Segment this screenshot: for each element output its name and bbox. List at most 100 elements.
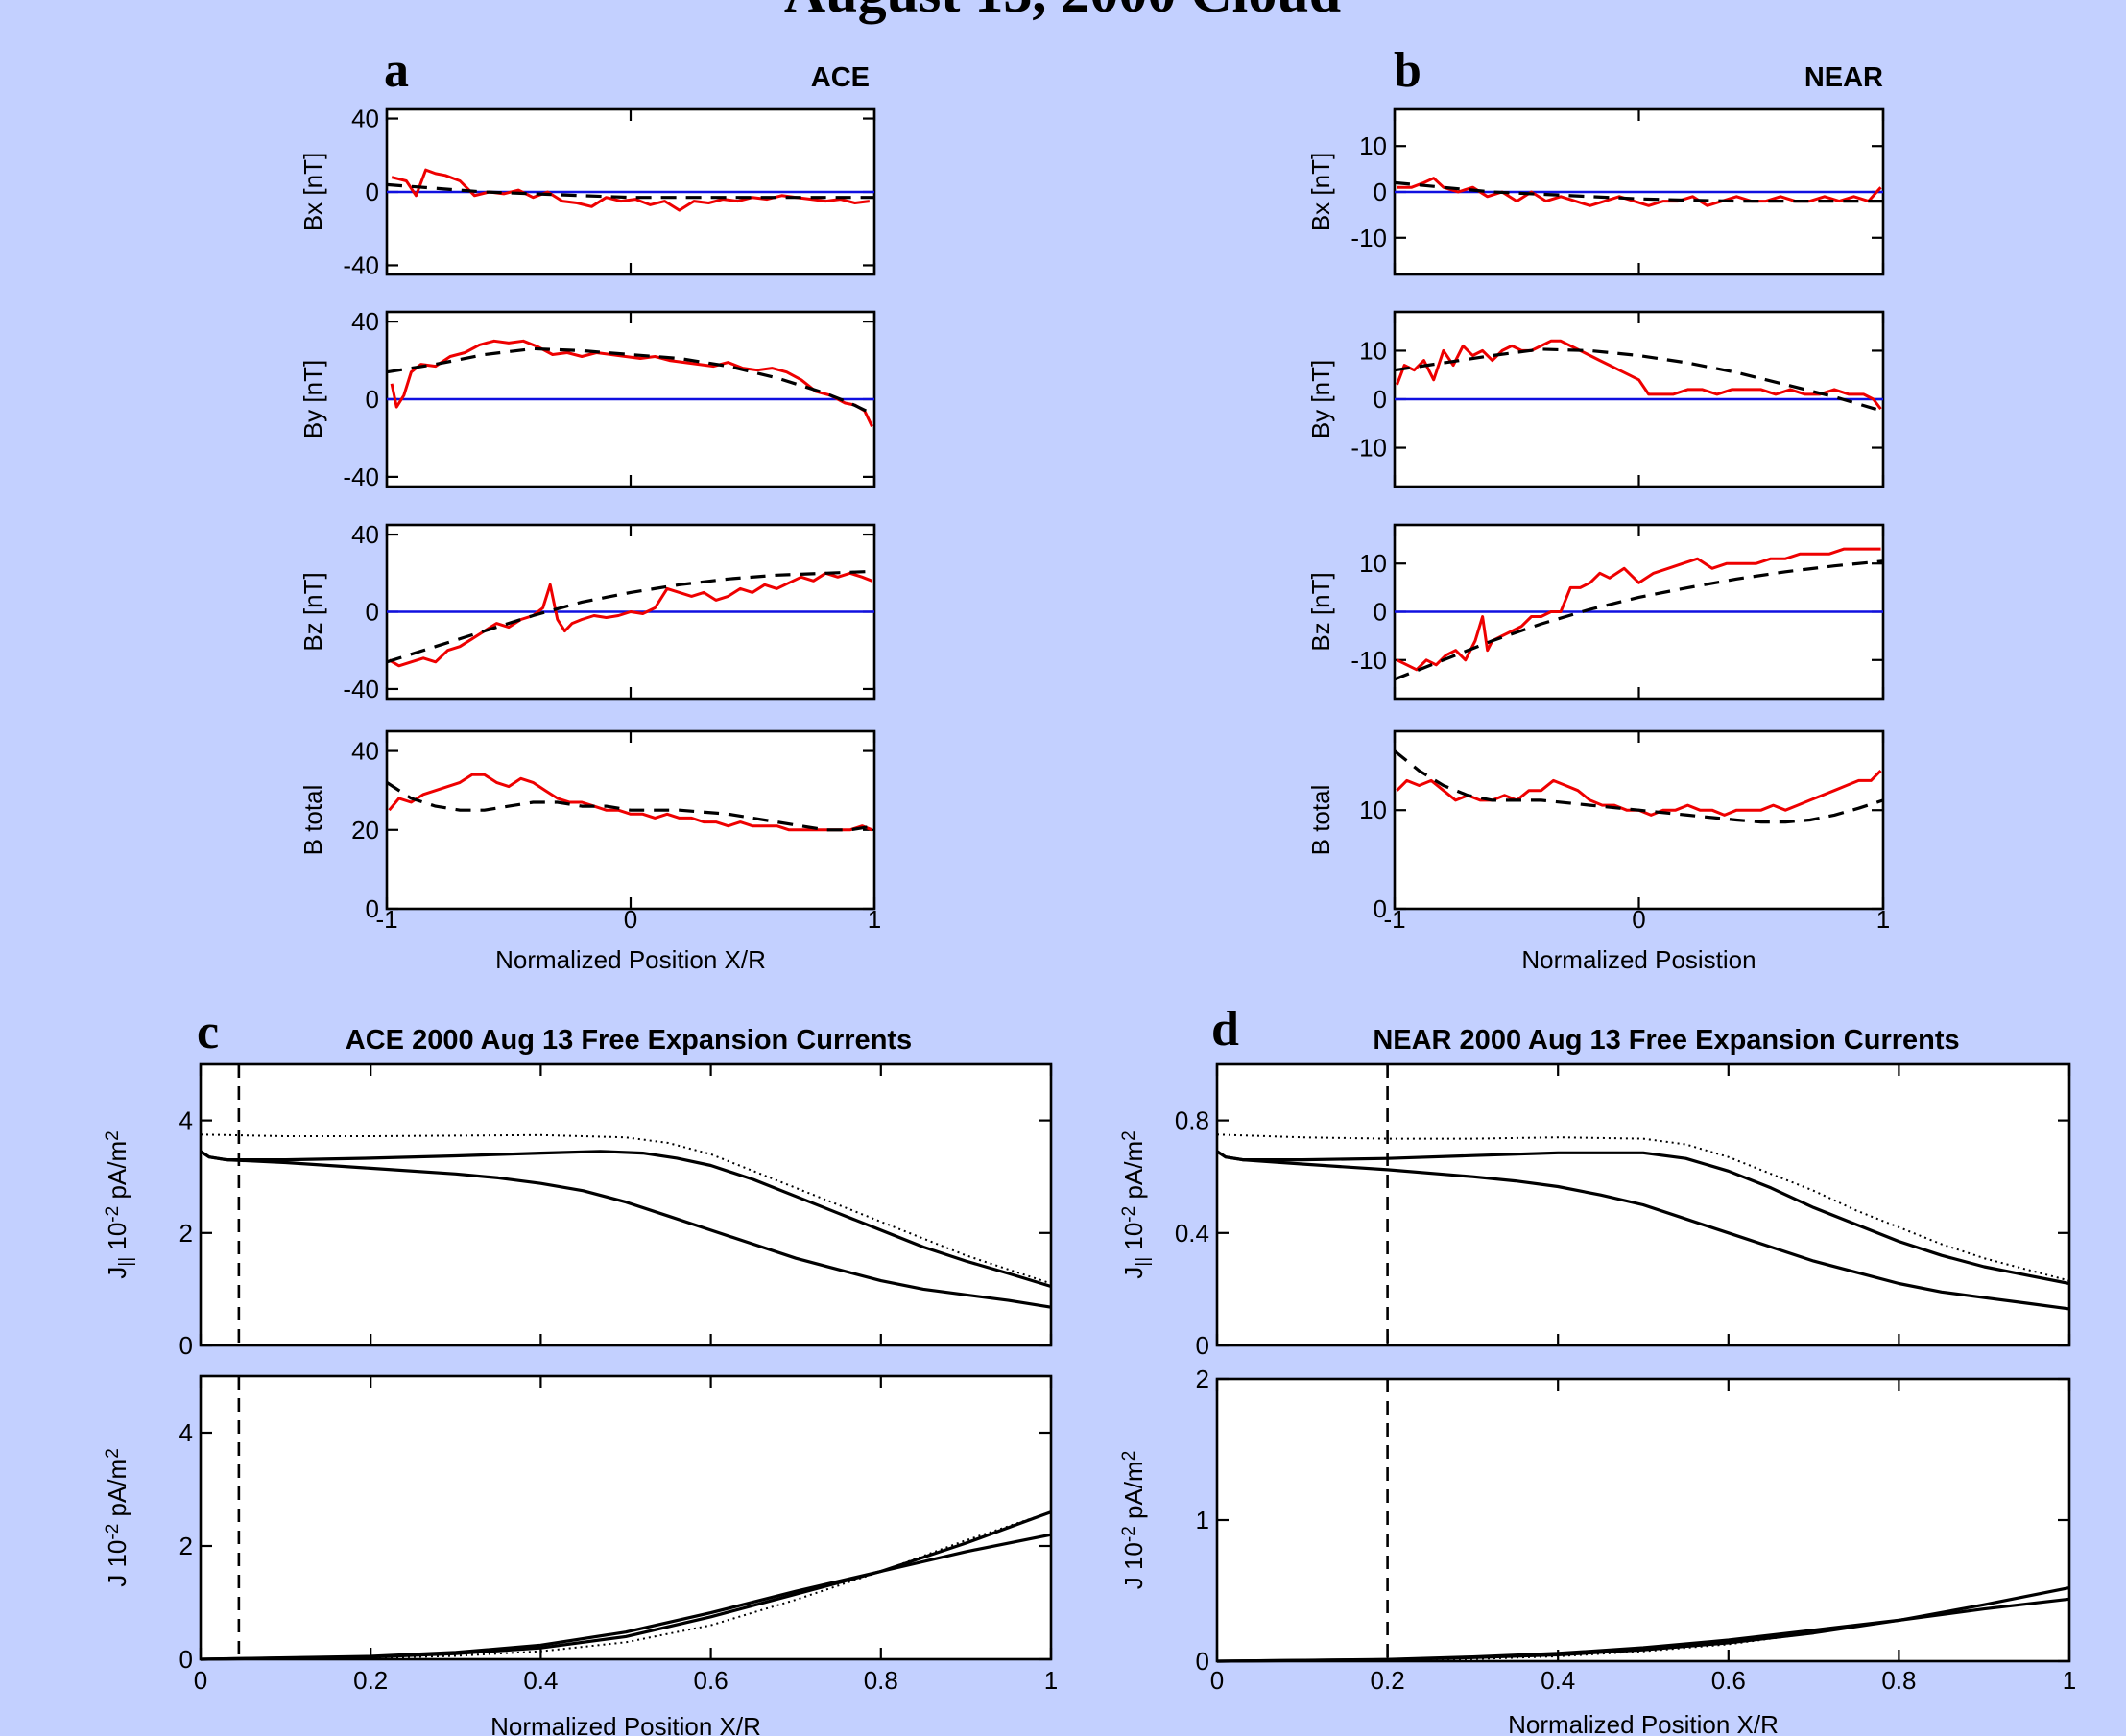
axes-box [199,1374,1053,1661]
y-tick-label: 0 [1374,385,1387,414]
series-line-lower [1216,1597,2070,1663]
x-axis-label: Normalized Position X/R [1508,1710,1779,1736]
subplot-a-1: -40 0 40 By [nT] [299,307,876,491]
y-tick-label: 4 [179,1106,193,1135]
y-tick-label: 0 [1374,178,1387,206]
y-tick-label: 10 [1359,549,1387,578]
x-tick-label: 0.4 [1541,1666,1575,1695]
y-axis-label: J|| 10-2 pA/m2 [1119,1130,1153,1278]
series-line-model [386,182,874,200]
y-tick-label: 4 [179,1418,193,1447]
series-line-model [386,569,875,664]
y-tick-label: 40 [351,737,379,766]
x-tick-label: 0.4 [523,1666,558,1695]
y-tick-label: -40 [343,250,379,279]
y-tick-label: 2 [179,1532,193,1560]
x-axis-label: Normalized Position X/R [495,945,766,974]
y-axis-label: Bz [nT] [1306,572,1335,651]
y-tick-label: -10 [1350,224,1387,252]
series-line-dotted [1216,1133,2070,1282]
panel-label-a: a [384,43,409,98]
chart-panel-a: a ACE -40 0 40 Bx [nT] -40 0 40 By [nT] -40 0 40 Bz [… [299,43,881,974]
subplot-d-0: 0 0.4 0.8 J|| 10-2 pA/m2 [1119,1062,2071,1360]
subplot-b-1: -10 0 10 By [nT] [1306,310,1885,488]
series-line-observed [1396,547,1881,672]
x-tick-label: 0.6 [1711,1666,1746,1695]
x-tick-label: 0 [194,1666,207,1695]
series-line-observed [388,571,873,668]
subplot-d-1: 0 1 2 J 10-2 pA/m2 [1119,1365,2071,1676]
y-tick-label: 20 [351,816,379,844]
x-tick-label: 1 [868,905,881,934]
y-axis-label: Bx [nT] [1306,153,1335,231]
x-tick-label: -1 [1383,905,1405,934]
y-tick-label: 0 [1374,598,1387,627]
panel-label-d: d [1211,1002,1239,1057]
panel-title-d: NEAR 2000 Aug 13 Free Expansion Currents [1373,1025,1959,1056]
subplot-a-3: 0 20 40 B total [299,729,876,923]
y-tick-label: 0 [1196,1331,1209,1360]
y-axis-label: J 10-2 pA/m2 [1119,1451,1148,1590]
y-tick-label: 0.4 [1175,1219,1209,1248]
series-line-model [386,346,875,416]
subplot-a-0: -40 0 40 Bx [nT] [299,105,876,279]
y-tick-label: 0.8 [1175,1106,1209,1135]
y-tick-label: 40 [351,520,379,549]
y-tick-label: 40 [351,105,379,133]
chart-panel-d: d NEAR 2000 Aug 13 Free Expansion Current… [1119,1002,2076,1736]
series-line-lower [200,1533,1052,1661]
series-line-model [386,781,875,832]
panel-title-a: ACE [811,62,870,93]
series-line-model [1394,180,1883,203]
x-tick-label: 0 [624,905,637,934]
y-tick-label: 10 [1359,796,1387,824]
y-tick-label: 0 [1196,1647,1209,1676]
y-tick-label: -10 [1350,434,1387,463]
panel-label-b: b [1394,43,1421,98]
series-line-observed [390,339,873,427]
y-axis-label: By [nT] [1306,360,1335,439]
x-tick-label: 0.8 [1881,1666,1916,1695]
axes-box [199,1062,1053,1347]
x-tick-label: 1 [1876,905,1890,934]
y-tick-label: -40 [343,463,379,491]
series-line-observed [388,773,873,832]
y-tick-label: 0 [1374,894,1387,923]
x-axis-label: Normalized Position X/R [490,1712,761,1736]
y-tick-label: 0 [179,1645,193,1674]
y-tick-label: 0 [366,598,379,627]
subplot-c-0: 0 2 4 J|| 10-2 pA/m2 [103,1062,1053,1360]
x-tick-label: 0.2 [353,1666,388,1695]
x-tick-label: 0 [1632,905,1645,934]
x-tick-label: -1 [375,905,397,934]
x-axis-label: Normalized Posistion [1521,945,1756,974]
y-axis-label: B total [299,785,327,856]
x-tick-label: 1 [1044,1666,1058,1695]
y-tick-label: 10 [1359,131,1387,160]
y-tick-label: 1 [1196,1506,1209,1534]
y-axis-label: J|| 10-2 pA/m2 [103,1130,136,1278]
series-line-upper [1216,1150,2070,1286]
subplot-b-2: -10 0 10 Bz [nT] [1306,523,1885,701]
x-tick-label: 0.2 [1371,1666,1405,1695]
subplot-c-1: 0 2 4 J 10-2 pA/m2 [103,1374,1053,1674]
y-axis-label: J 10-2 pA/m2 [103,1448,131,1587]
panel-label-c: c [197,1005,219,1059]
y-tick-label: 10 [1359,336,1387,365]
axes-box [385,729,876,911]
y-tick-label: 0 [366,178,379,206]
y-tick-label: 0 [366,385,379,414]
series-line-lower [1216,1150,2070,1311]
y-tick-label: -10 [1350,646,1387,675]
x-tick-label: 0 [1210,1666,1224,1695]
y-tick-label: 0 [179,1331,193,1360]
y-tick-label: 2 [179,1219,193,1248]
page-title: August 13, 2000 Cloud [784,0,1341,24]
subplot-a-2: -40 0 40 Bz [nT] [299,520,876,703]
y-tick-label: 0 [366,894,379,923]
y-axis-label: Bz [nT] [299,572,327,651]
x-tick-label: 0.6 [694,1666,729,1695]
panel-title-c: ACE 2000 Aug 13 Free Expansion Currents [346,1025,912,1056]
y-axis-label: B total [1306,785,1335,856]
